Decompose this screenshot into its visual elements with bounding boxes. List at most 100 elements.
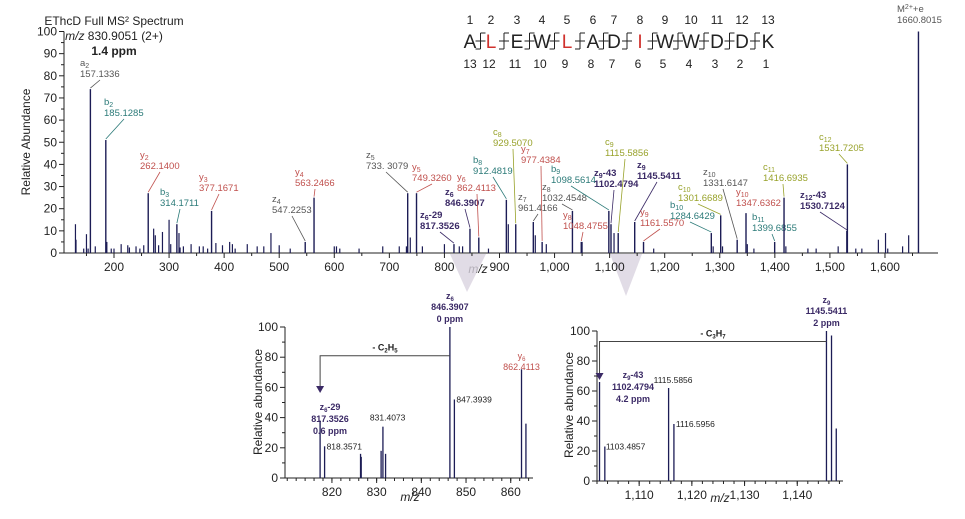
main-x-tick-label: 900 [489, 260, 509, 274]
main-y-tick-label: 30 [44, 180, 58, 194]
peak-label-ion: b10 [670, 200, 683, 212]
main-y-tick-label: 50 [44, 135, 58, 149]
main-x-tick-label: 600 [324, 260, 344, 274]
residue-D: D [607, 32, 621, 53]
peak-label-ion: b9 [551, 164, 560, 176]
main-y-tick-label: 0 [50, 246, 57, 260]
peak-label-ion: b2 [104, 97, 113, 109]
main-spectrum: 0 10 20 30 40 50 60 70 80 90 100 200 300 400 500 600 700… [37, 4, 942, 274]
peak-label-ion: z6-29 [420, 210, 442, 222]
inset2-annot-ion: z9 [823, 295, 832, 307]
peak-label-mz: 912.4819 [473, 166, 513, 177]
inset2-y-axis-label: Relative abundance [562, 352, 576, 458]
peak-label-mz: 1530.7124 [800, 201, 846, 212]
main-y-tick-label: 40 [44, 157, 58, 171]
inset1-annot-ppm: 0 ppm [437, 314, 464, 324]
main-y-axis-label: Relative Abundance [19, 88, 33, 195]
residue-number-top: 3 [514, 13, 521, 27]
inset2-peak-label: 1116.5956 [676, 419, 715, 429]
residue-number-top: 9 [662, 13, 669, 27]
main-x-tick-label: 200 [104, 260, 124, 274]
leader-line [722, 188, 738, 239]
residue-number-bottom: 12 [482, 57, 496, 71]
residue-number-top: 11 [711, 13, 724, 27]
inset1-x-tick-label: 860 [501, 485, 521, 499]
inset1-y-tick-label: 20 [265, 441, 279, 455]
inset1-neutral-loss-arrow [319, 355, 450, 386]
peak-label-mz: 749.3260 [412, 173, 452, 184]
peak-label-mz: 1145.5411 [637, 171, 682, 182]
leader-line [147, 171, 161, 193]
leader-line [689, 221, 712, 233]
peak-label-ion: y2 [140, 150, 149, 162]
residue-W: W [533, 32, 551, 53]
inset1-x-axis-label: m/z [400, 490, 419, 504]
inset1-annot-y-mz: 862.4113 [503, 362, 540, 372]
main-x-tick-label: 1,000 [540, 260, 570, 274]
zoom-indicator-z6 [450, 254, 486, 292]
residue-K: K [762, 32, 775, 53]
inset-spectrum-z6: 0 20 40 60 80 100 820 830 840 850 860 818.3571 831.4… [258, 291, 540, 499]
inset2-y-tick-label: 40 [577, 414, 591, 428]
inset2-y-tick-label: 80 [577, 354, 591, 368]
peak-label-ion: y6 [457, 172, 466, 184]
inset1-annot-left-mz: 817.3526 [311, 414, 349, 424]
inset2-annot-mz: 1145.5411 [806, 306, 848, 316]
fragment-cleavage-marker [598, 32, 609, 50]
inset2-arrow-head-icon [595, 373, 604, 380]
peak-label-ion: a2 [80, 58, 89, 70]
peak-label-ion: c10 [678, 182, 691, 194]
residue-L: L [486, 32, 497, 53]
main-x-tick-label: 1,500 [815, 260, 845, 274]
leader-line [385, 171, 408, 193]
main-x-tick-label: 1,100 [595, 260, 625, 274]
leader-line [561, 203, 573, 211]
residue-number-bottom: 4 [686, 57, 693, 71]
leader-line [838, 153, 848, 164]
main-y-tick-label: 10 [44, 224, 58, 238]
fragment-cleavage-marker [724, 32, 735, 50]
inset2-y-tick-label: 60 [577, 384, 591, 398]
residue-number-top: 6 [590, 13, 597, 27]
peak-label-mz: 185.1285 [104, 108, 144, 119]
peak-label-ion: z9 [637, 160, 646, 172]
inset2-y-tick-label: 20 [577, 444, 591, 458]
peak-label-mz: 1301.6689 [678, 193, 723, 204]
peak-label-mz: 929.5070 [493, 138, 533, 149]
residue-W: W [656, 32, 674, 53]
inset2-x-tick-label: 1,120 [677, 488, 707, 502]
leader-line [532, 213, 539, 222]
peak-label-mz: 1161.5570 [640, 218, 684, 229]
inset1-annot-y-ion: y6 [518, 351, 527, 363]
peak-label-mz: 961.4166 [518, 203, 558, 214]
peak-label-mz: 1531.7205 [819, 143, 864, 154]
residue-number-bottom: 6 [635, 57, 642, 71]
residue-E: E [511, 32, 524, 53]
inset1-peak-label: 847.3939 [456, 394, 492, 404]
leader-line [211, 193, 220, 211]
residue-number-bottom: 10 [533, 57, 547, 71]
residue-number-bottom: 3 [712, 57, 719, 71]
leader-line [105, 118, 125, 140]
inset2-peak-label: 1115.5856 [654, 375, 693, 385]
peak-label-ion: z7 [518, 192, 527, 204]
inset1-y-tick-label: 0 [271, 471, 278, 485]
main-x-tick-label: 1,400 [760, 260, 790, 274]
inset2-annot-ppm: 2 ppm [813, 318, 840, 328]
inset1-x-tick-label: 830 [367, 485, 387, 499]
peak-label-mz: 377.1671 [199, 183, 239, 194]
main-x-tick-label: 1,600 [870, 260, 900, 274]
residue-number-top: 4 [539, 13, 546, 27]
leader-line [819, 211, 848, 231]
peak-label-mz: 1048.4755 [563, 221, 608, 232]
main-y-tick-label: 80 [44, 69, 58, 83]
peak-label-ion: z6 [445, 187, 454, 199]
inset1-peak-label: 831.4073 [370, 413, 406, 423]
leader-line [313, 188, 316, 197]
peak-label-ion: z4 [272, 194, 281, 206]
fragment-cleavage-marker [499, 32, 509, 50]
peak-label-ion: y3 [199, 172, 208, 184]
peak-label-ion: b8 [473, 155, 482, 167]
peak-label-mz: 262.1400 [140, 161, 180, 172]
